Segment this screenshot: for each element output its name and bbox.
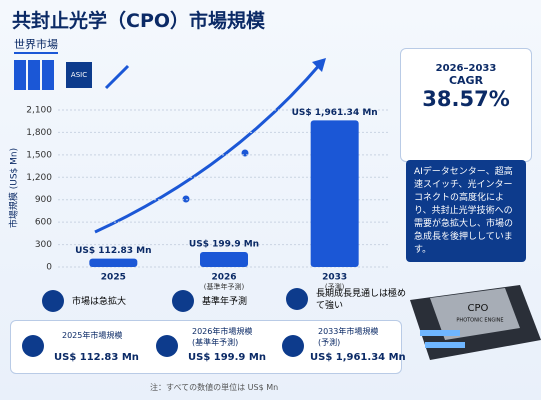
value-label: US$ 1,961.34 Mn bbox=[292, 108, 378, 118]
arrow-dot bbox=[241, 149, 249, 157]
x-tick-note: (基準年予測) bbox=[204, 282, 245, 291]
icon bbox=[156, 335, 178, 357]
cagr-label: CAGR bbox=[448, 74, 484, 87]
chip bbox=[410, 285, 541, 360]
cagr-period: 2026–2033 bbox=[435, 63, 497, 74]
arrow-dot bbox=[182, 195, 190, 203]
y-tick-label: 0 bbox=[46, 263, 52, 273]
growth-arrow bbox=[94, 61, 324, 234]
cards bbox=[10, 320, 402, 374]
card-label: 2026年市場規模 (基準年予測) bbox=[192, 327, 253, 347]
card-value: US$ 199.9 Mn bbox=[188, 352, 266, 363]
icon bbox=[172, 290, 194, 312]
subtitle: 世界市場 bbox=[14, 36, 58, 54]
card-value: US$ 112.83 Mn bbox=[54, 352, 139, 363]
y-tick-label: 900 bbox=[35, 195, 52, 205]
y-tick-label: 1,500 bbox=[26, 150, 52, 160]
cagr-card: 2026–2033 CAGR 38.57% bbox=[400, 48, 532, 162]
y-tick-label: 1,200 bbox=[26, 173, 52, 183]
value-label: US$ 199.9 Mn bbox=[189, 240, 259, 250]
bar bbox=[89, 258, 138, 267]
chip-sub: PHOTONIC ENGINE bbox=[456, 318, 503, 324]
x-tick-label: 2026 bbox=[211, 273, 236, 283]
arrow-head bbox=[312, 58, 326, 72]
y-tick-label: 600 bbox=[35, 218, 52, 228]
icon bbox=[42, 290, 64, 312]
asic-label: ASIC bbox=[71, 71, 87, 79]
icon bbox=[282, 335, 304, 357]
cagr-value: 38.57% bbox=[422, 87, 510, 111]
card-label: 2025年市場規模 bbox=[62, 331, 123, 340]
card-label: 2033年市場規模 (予測) bbox=[318, 327, 379, 347]
icon bbox=[22, 335, 44, 357]
description: AIデータセンター、超高速スイッチ、光インターコネクトの高度化により、共封止光学… bbox=[406, 160, 526, 262]
y-tick-label: 2,100 bbox=[26, 106, 52, 116]
bar bbox=[310, 120, 359, 267]
feature: 市場は急拡大 bbox=[72, 297, 127, 307]
x-tick-label: 2025 bbox=[101, 273, 126, 283]
card-value: US$ 1,961.34 Mn bbox=[310, 352, 406, 363]
y-tick-label: 1,800 bbox=[26, 128, 52, 138]
chip-name: CPO bbox=[468, 303, 489, 314]
server-icons bbox=[14, 60, 130, 90]
note: 注：すべての数値の単位は US$ Mn bbox=[150, 383, 279, 392]
icon bbox=[286, 288, 308, 310]
bar bbox=[200, 252, 248, 267]
title: 共封止光学（CPO）市場規模 bbox=[12, 10, 266, 32]
x-tick-note: (予測) bbox=[325, 282, 345, 291]
feature: 長期成長見通しは極めて強い bbox=[316, 289, 407, 311]
y-tick-label: 300 bbox=[35, 240, 52, 250]
y-axis-label: 市場規模 (US$ Mn) bbox=[8, 148, 20, 228]
x-tick-label: 2033 bbox=[322, 273, 347, 283]
value-label: US$ 112.83 Mn bbox=[75, 246, 151, 256]
feature: 基準年予測 bbox=[202, 297, 248, 307]
